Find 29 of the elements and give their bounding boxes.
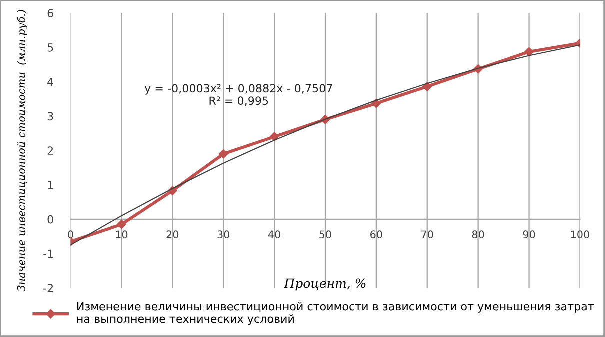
x-tick-label: 40 xyxy=(268,230,280,239)
y-axis-title: Значение инвестиционной стоимости (млн.руб.) xyxy=(16,10,28,292)
x-axis-title: Процент, % xyxy=(284,278,366,291)
point xyxy=(270,132,280,142)
x-tick-label: 20 xyxy=(166,230,179,239)
y-tick-label: 6 xyxy=(48,9,54,18)
x-tick-label: 30 xyxy=(218,230,230,239)
y-tick-label: 4 xyxy=(48,78,54,86)
annotation: y = -0,0003x² + 0,0882x - 0,7507 R² = 0,995 xyxy=(144,84,332,106)
point xyxy=(524,47,534,57)
legend-label: Изменение величины инвестиционной стоимости в зависимости от уменьшения затрат на выполнение технических условий xyxy=(77,302,594,326)
y-tick-label: -1 xyxy=(44,250,54,258)
point xyxy=(422,82,432,92)
x-tick-label: 60 xyxy=(370,230,382,239)
x-tick-label: 90 xyxy=(523,230,536,239)
y-tick-label: 0 xyxy=(48,215,54,224)
y-tick-label: 1 xyxy=(48,181,54,190)
point xyxy=(117,220,126,230)
x-tick-label: 80 xyxy=(472,230,484,239)
x-tick-label: 70 xyxy=(422,230,434,239)
x-tick-label: 10 xyxy=(116,230,128,239)
y-tick-label: 2 xyxy=(48,146,54,155)
x-tick-label: 50 xyxy=(320,230,332,239)
y-tick-label: 3 xyxy=(48,112,54,121)
point xyxy=(218,149,228,159)
x-tick-label: 100 xyxy=(571,230,590,239)
x-tick-label: 0 xyxy=(68,230,74,239)
y-tick-label: -2 xyxy=(44,284,54,292)
y-tick-label: 5 xyxy=(48,44,54,52)
